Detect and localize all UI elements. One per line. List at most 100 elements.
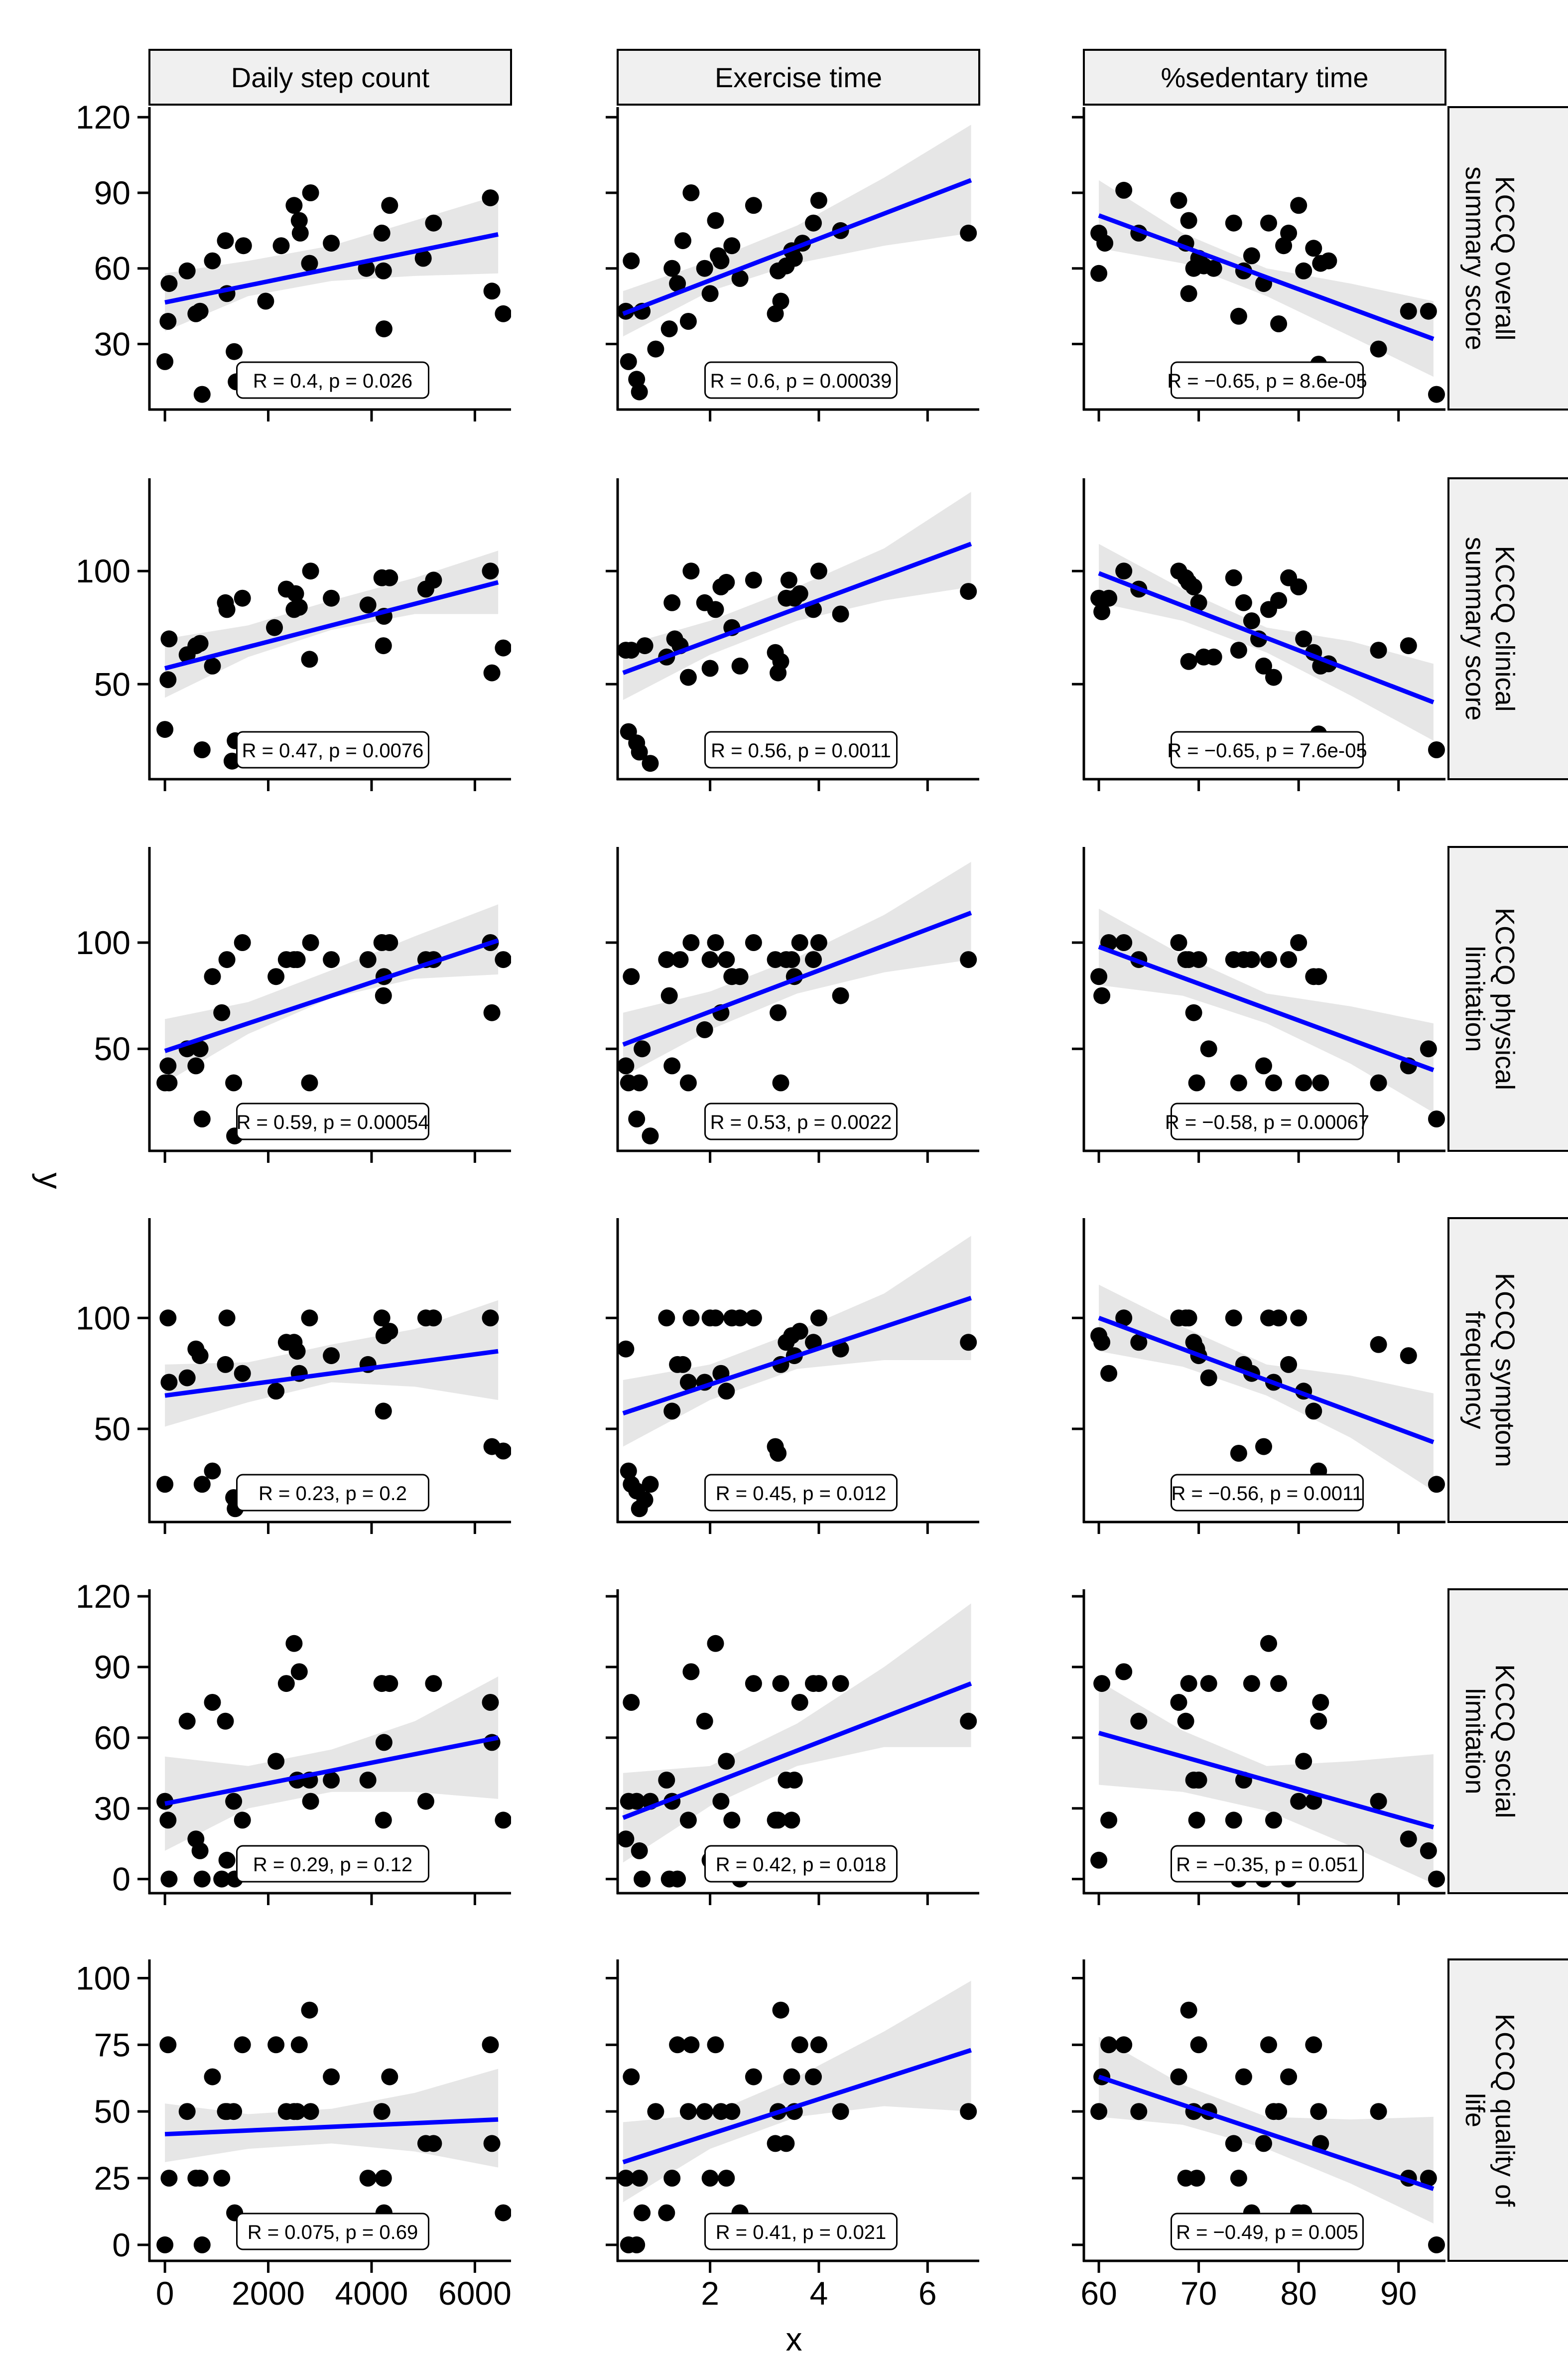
scatter-point <box>375 262 392 279</box>
scatter-point <box>745 1675 762 1692</box>
scatter-point <box>679 1374 697 1391</box>
scatter-point <box>960 1334 977 1351</box>
scatter-point <box>631 743 648 761</box>
scatter-point <box>1185 578 1202 595</box>
panel: R = 0.41, p = 0.021 2 4 6 <box>606 1959 979 2312</box>
scatter-point <box>359 1772 377 1789</box>
scatter-point <box>301 651 318 668</box>
scatter-point <box>375 2170 392 2187</box>
regression-line <box>1098 2075 1435 2191</box>
scatter-point <box>425 1675 442 1692</box>
scatter-point <box>1305 240 1322 257</box>
scatter-point <box>1100 589 1118 607</box>
scatter-point <box>658 951 675 969</box>
scatter-point <box>1428 741 1445 758</box>
scatter-point <box>288 1343 306 1360</box>
scatter-point <box>718 573 735 591</box>
scatter-point <box>160 630 178 648</box>
column-strips: Daily step count Exercise time %sedentary … <box>148 49 1446 106</box>
scatter-point <box>495 305 511 322</box>
scatter-point <box>290 1663 308 1680</box>
scatter-point <box>791 1694 808 1711</box>
scatter-point <box>1370 642 1387 659</box>
scatter-point <box>159 1309 177 1327</box>
scatter-point <box>679 1811 697 1829</box>
panel: R = 0.45, p = 0.012 <box>606 1218 979 1534</box>
scatter-point <box>483 282 501 300</box>
scatter-point <box>770 1445 787 1462</box>
scatter-point <box>1428 2236 1445 2253</box>
row-strip-box <box>1447 1958 1568 2262</box>
scatter-point <box>359 2170 377 2187</box>
scatter-point <box>323 1772 340 1789</box>
x-tick-label: 6000 <box>438 2275 512 2312</box>
scatter-point <box>373 224 391 242</box>
panel: R = 0.075, p = 0.69 0 25 50 75 100 0 2000 4000 60… <box>76 1959 512 2312</box>
scatter-point <box>623 252 640 270</box>
x-tick-label: 2 <box>701 2275 719 2312</box>
row-strip-label-line: KCCQ quality of <box>1490 2014 1520 2207</box>
scatter-point <box>1400 1830 1417 1848</box>
scatter-point <box>658 1309 675 1327</box>
scatter-point <box>682 1663 700 1680</box>
scatter-point <box>323 235 340 252</box>
scatter-point <box>718 951 735 969</box>
scatter-point <box>375 1402 392 1420</box>
confidence-band <box>1099 1681 1434 1884</box>
scatter-point <box>373 2103 391 2120</box>
scatter-point <box>156 1476 174 1493</box>
y-tick-label: 50 <box>94 666 131 702</box>
column-strip-box <box>617 49 980 106</box>
stat-label-box <box>704 731 898 769</box>
panel: R = 0.47, p = 0.0076 50 100 <box>76 478 511 791</box>
stat-label-box <box>236 2213 429 2250</box>
x-tick-label: 80 <box>1280 2275 1316 2312</box>
scatter-point <box>718 2170 735 2187</box>
scatter-point <box>234 589 251 607</box>
scatter-point <box>783 1811 800 1829</box>
scatter-point <box>745 934 762 951</box>
scatter-point <box>482 1694 499 1711</box>
x-tick-label: 0 <box>156 2275 174 2312</box>
scatter-point <box>301 1074 318 1092</box>
scatter-point <box>414 250 432 267</box>
scatter-point <box>707 601 724 618</box>
scatter-point <box>1225 1309 1242 1327</box>
row-strip-label-line: KCCQ clinical <box>1490 546 1520 711</box>
scatter-point <box>701 285 719 302</box>
scatter-point <box>1225 1811 1242 1829</box>
scatter-point <box>267 2036 285 2054</box>
column-strip-label: %sedentary time <box>1161 62 1368 93</box>
scatter-point <box>960 2103 977 2120</box>
scatter-point <box>225 1793 243 1810</box>
confidence-band <box>623 125 971 337</box>
scatter-point <box>642 1127 659 1145</box>
scatter-point <box>1130 1712 1148 1730</box>
scatter-point <box>234 1365 251 1382</box>
scatter-point <box>1280 1356 1298 1373</box>
scatter-point <box>1090 265 1108 282</box>
scatter-point <box>482 1309 499 1327</box>
confidence-band <box>1099 1284 1434 1491</box>
scatter-point <box>618 2170 635 2187</box>
scatter-point <box>191 1842 209 1859</box>
scatter-point <box>1188 1811 1205 1829</box>
scatter-point <box>226 343 243 360</box>
x-axis-label: x <box>786 2321 802 2358</box>
regression-line <box>164 938 499 1053</box>
scatter-point <box>218 601 236 618</box>
scatter-point <box>669 2036 686 2054</box>
y-tick-label: 50 <box>94 2093 131 2130</box>
scatter-point <box>1205 260 1222 277</box>
scatter-point <box>483 664 501 682</box>
scatter-point <box>832 987 849 1004</box>
scatter-point <box>623 968 640 985</box>
scatter-point <box>1270 592 1288 609</box>
scatter-point <box>425 2135 442 2152</box>
y-tick-label: 90 <box>94 1649 131 1685</box>
confidence-band <box>165 2069 499 2168</box>
scatter-point <box>723 237 741 255</box>
scatter-point <box>1180 1675 1197 1692</box>
stat-label-box <box>1171 1474 1364 1512</box>
scatter-point <box>772 292 789 310</box>
